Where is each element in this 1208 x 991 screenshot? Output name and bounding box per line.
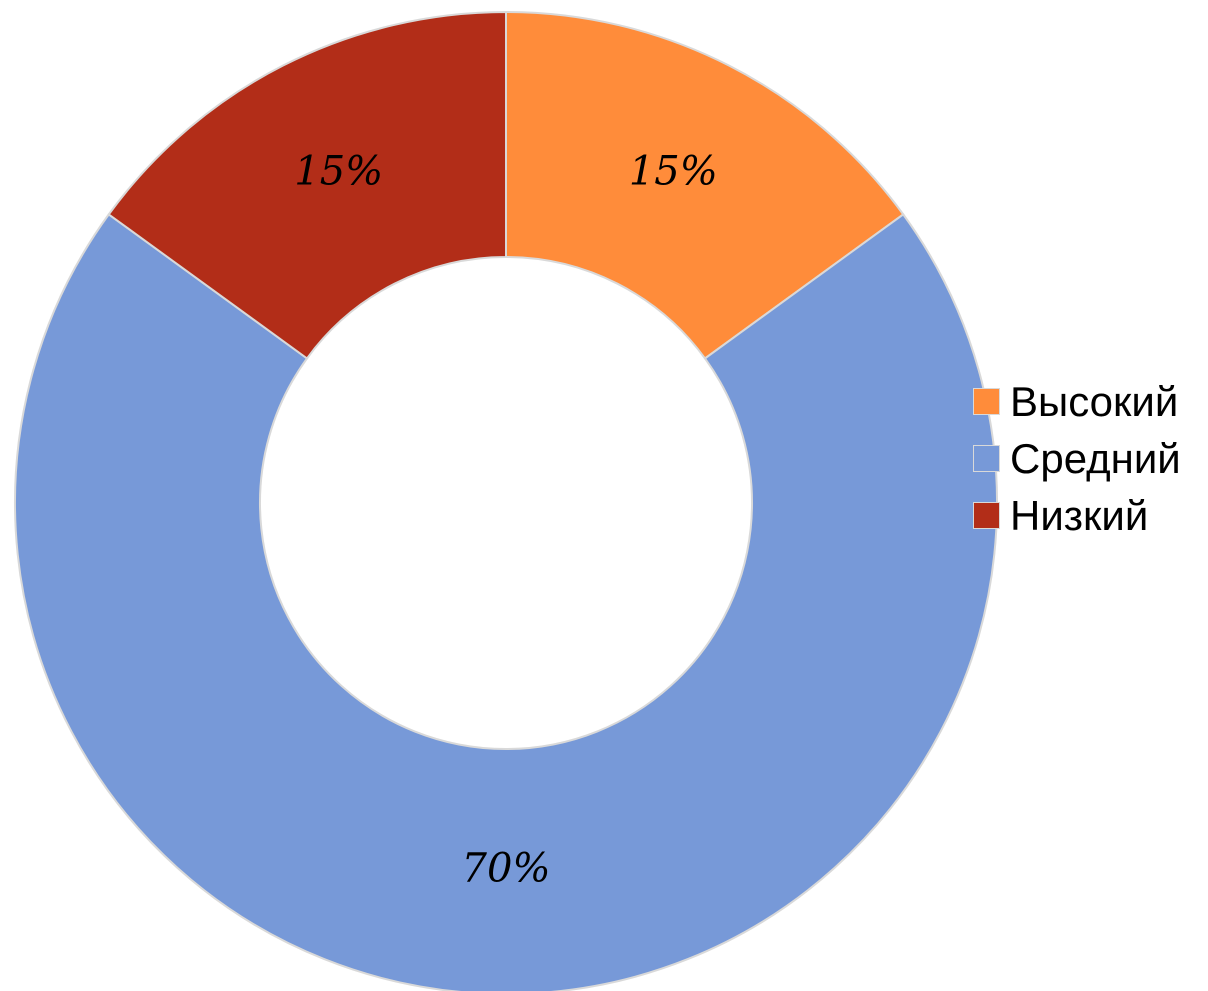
slice-low	[107, 10, 507, 360]
legend-item-low: Низкий	[973, 487, 1181, 544]
legend-label-low: Низкий	[1010, 491, 1149, 539]
slice-medium	[14, 212, 998, 991]
slice-high	[505, 10, 905, 360]
donut-plot: 15% 70% 15%	[14, 10, 998, 991]
data-label-medium: 70%	[462, 846, 551, 892]
legend-swatch-high	[973, 388, 1000, 415]
data-label-high: 15%	[629, 149, 718, 195]
legend-item-medium: Средний	[973, 430, 1181, 487]
legend-swatch-medium	[973, 445, 1000, 472]
legend-label-medium: Средний	[1010, 434, 1181, 482]
legend-label-high: Высокий	[1010, 377, 1179, 425]
legend-item-high: Высокий	[973, 373, 1181, 430]
data-label-low: 15%	[294, 149, 383, 195]
slices-group	[14, 10, 998, 991]
legend-swatch-low	[973, 502, 1000, 529]
legend: Высокий Средний Низкий	[973, 373, 1181, 544]
labels-group: 15% 70% 15%	[294, 149, 717, 892]
